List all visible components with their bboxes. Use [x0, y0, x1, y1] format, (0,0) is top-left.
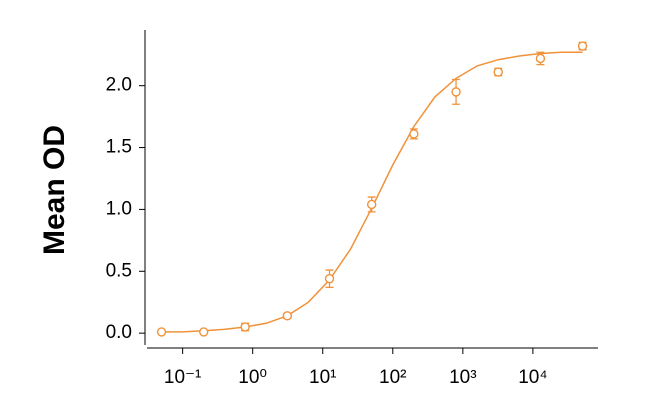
data-point	[282, 311, 293, 321]
data-point	[199, 327, 209, 337]
y-tick-label: 0.5	[106, 260, 132, 281]
data-point	[577, 41, 588, 51]
y-tick-label: 1.5	[106, 137, 132, 158]
fit-curve	[161, 51, 583, 333]
data-point	[493, 67, 503, 77]
x-tick-label: 10⁻¹	[164, 367, 202, 388]
data-point	[409, 129, 419, 139]
x-tick-label: 10²	[379, 367, 406, 388]
x-tick-label: 10¹	[309, 367, 336, 388]
y-tick-label: 1.0	[106, 198, 132, 219]
data-point	[156, 327, 167, 337]
x-tick-label: 10⁰	[238, 367, 267, 388]
y-axis-label: Mean OD	[38, 125, 71, 255]
data-point	[324, 274, 335, 284]
x-tick-label: 10³	[449, 367, 476, 388]
x-tick-label: 10⁴	[518, 367, 547, 388]
data-point	[240, 322, 250, 332]
data-point	[451, 87, 461, 97]
data-point	[366, 199, 377, 210]
data-point	[535, 53, 546, 64]
y-tick-label: 2.0	[106, 75, 132, 96]
y-tick-label: 0.0	[106, 322, 132, 343]
